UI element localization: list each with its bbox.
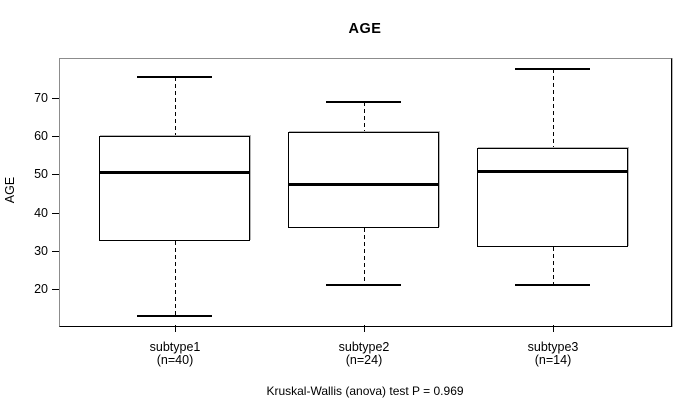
median-line-subtype2 — [288, 183, 439, 186]
upper-whisker-line — [553, 69, 554, 148]
y-tick-label: 50 — [34, 167, 48, 181]
stat-annotation: Kruskal-Wallis (anova) test P = 0.969 — [266, 384, 464, 398]
lower-whisker-cap — [326, 284, 401, 286]
box-subtype3 — [477, 148, 628, 247]
box-subtype1 — [99, 136, 250, 241]
category-name: subtype3 — [527, 340, 579, 354]
median-line-subtype3 — [477, 170, 628, 173]
y-axis-tick — [52, 251, 59, 252]
lower-whisker-line — [553, 247, 554, 285]
category-sample-size: (n=24) — [345, 353, 383, 367]
lower-whisker-line — [364, 228, 365, 285]
y-axis-tick — [52, 213, 59, 214]
y-axis-tick — [52, 289, 59, 290]
x-axis-tick — [553, 325, 554, 332]
chart-title: AGE — [348, 21, 382, 37]
x-category-label: subtype1 (n=40) — [110, 341, 240, 367]
x-axis-tick — [364, 325, 365, 332]
median-line-subtype1 — [99, 171, 250, 174]
y-tick-label: 40 — [34, 206, 48, 220]
x-category-label: subtype2 (n=24) — [299, 341, 429, 367]
lower-whisker-line — [175, 241, 176, 316]
box-subtype2 — [288, 132, 439, 228]
category-name: subtype1 — [149, 340, 201, 354]
y-tick-label: 30 — [34, 244, 48, 258]
upper-whisker-cap — [515, 68, 590, 70]
category-name: subtype2 — [338, 340, 390, 354]
lower-whisker-cap — [515, 284, 590, 286]
upper-whisker-cap — [326, 101, 401, 103]
y-tick-label: 20 — [34, 282, 48, 296]
y-tick-label: 60 — [34, 129, 48, 143]
y-axis-tick — [52, 136, 59, 137]
upper-whisker-line — [364, 102, 365, 132]
x-axis-tick — [175, 325, 176, 332]
lower-whisker-cap — [137, 315, 212, 317]
y-axis-tick — [52, 174, 59, 175]
upper-whisker-cap — [137, 76, 212, 78]
x-category-label: subtype3 (n=14) — [488, 341, 618, 367]
category-sample-size: (n=40) — [156, 353, 194, 367]
y-tick-label: 70 — [34, 91, 48, 105]
y-axis-tick — [52, 98, 59, 99]
plot-frame — [59, 58, 672, 327]
upper-whisker-line — [175, 77, 176, 136]
category-sample-size: (n=14) — [534, 353, 572, 367]
